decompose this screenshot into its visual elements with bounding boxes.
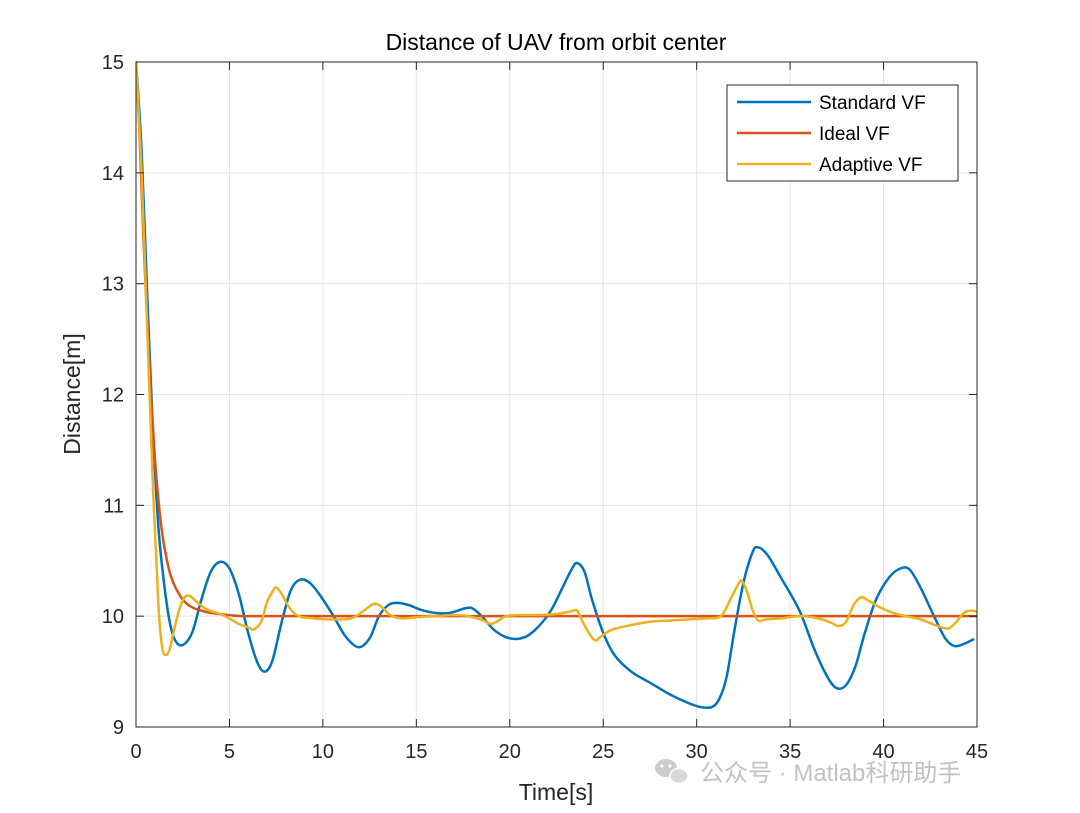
legend-label: Standard VF — [819, 93, 926, 114]
x-tick-label: 40 — [872, 741, 894, 763]
watermark: 公众号 · Matlab科研助手 — [655, 759, 961, 787]
y-tick-label: 13 — [102, 274, 124, 296]
tick-labels: 0 5 10 15 20 25 30 35 40 45 9 10 11 12 13 14 15 — [102, 52, 988, 763]
x-tick-label: 0 — [130, 741, 141, 763]
x-tick-label: 20 — [499, 741, 521, 763]
y-tick-label: 10 — [102, 606, 124, 628]
chart-title: Distance of UAV from orbit center — [386, 29, 727, 55]
wechat-icon — [655, 759, 689, 785]
series-line-standard-vf — [136, 60, 975, 710]
y-tick-label: 9 — [113, 717, 124, 739]
x-tick-label: 25 — [592, 741, 614, 763]
y-tick-label: 15 — [102, 52, 124, 74]
y-tick-label: 12 — [102, 385, 124, 407]
y-axis-label: Distance[m] — [59, 333, 85, 454]
series-layer — [136, 60, 977, 710]
x-tick-label: 10 — [312, 741, 334, 763]
x-tick-label: 35 — [779, 741, 801, 763]
x-tick-label: 5 — [224, 741, 235, 763]
x-tick-label: 30 — [686, 741, 708, 763]
x-tick-label: 15 — [405, 741, 427, 763]
series-line-adaptive-vf — [136, 60, 977, 657]
watermark-text: 公众号 · Matlab科研助手 — [700, 760, 961, 787]
y-tick-label: 11 — [103, 495, 124, 517]
y-tick-label: 14 — [102, 163, 124, 185]
x-axis-label: Time[s] — [519, 779, 594, 805]
tick-marks — [135, 61, 978, 728]
x-tick-label: 45 — [966, 741, 988, 763]
legend-label: Adaptive VF — [819, 155, 923, 176]
legend: Standard VF Ideal VF Adaptive VF — [726, 84, 959, 182]
legend-label: Ideal VF — [819, 124, 890, 145]
